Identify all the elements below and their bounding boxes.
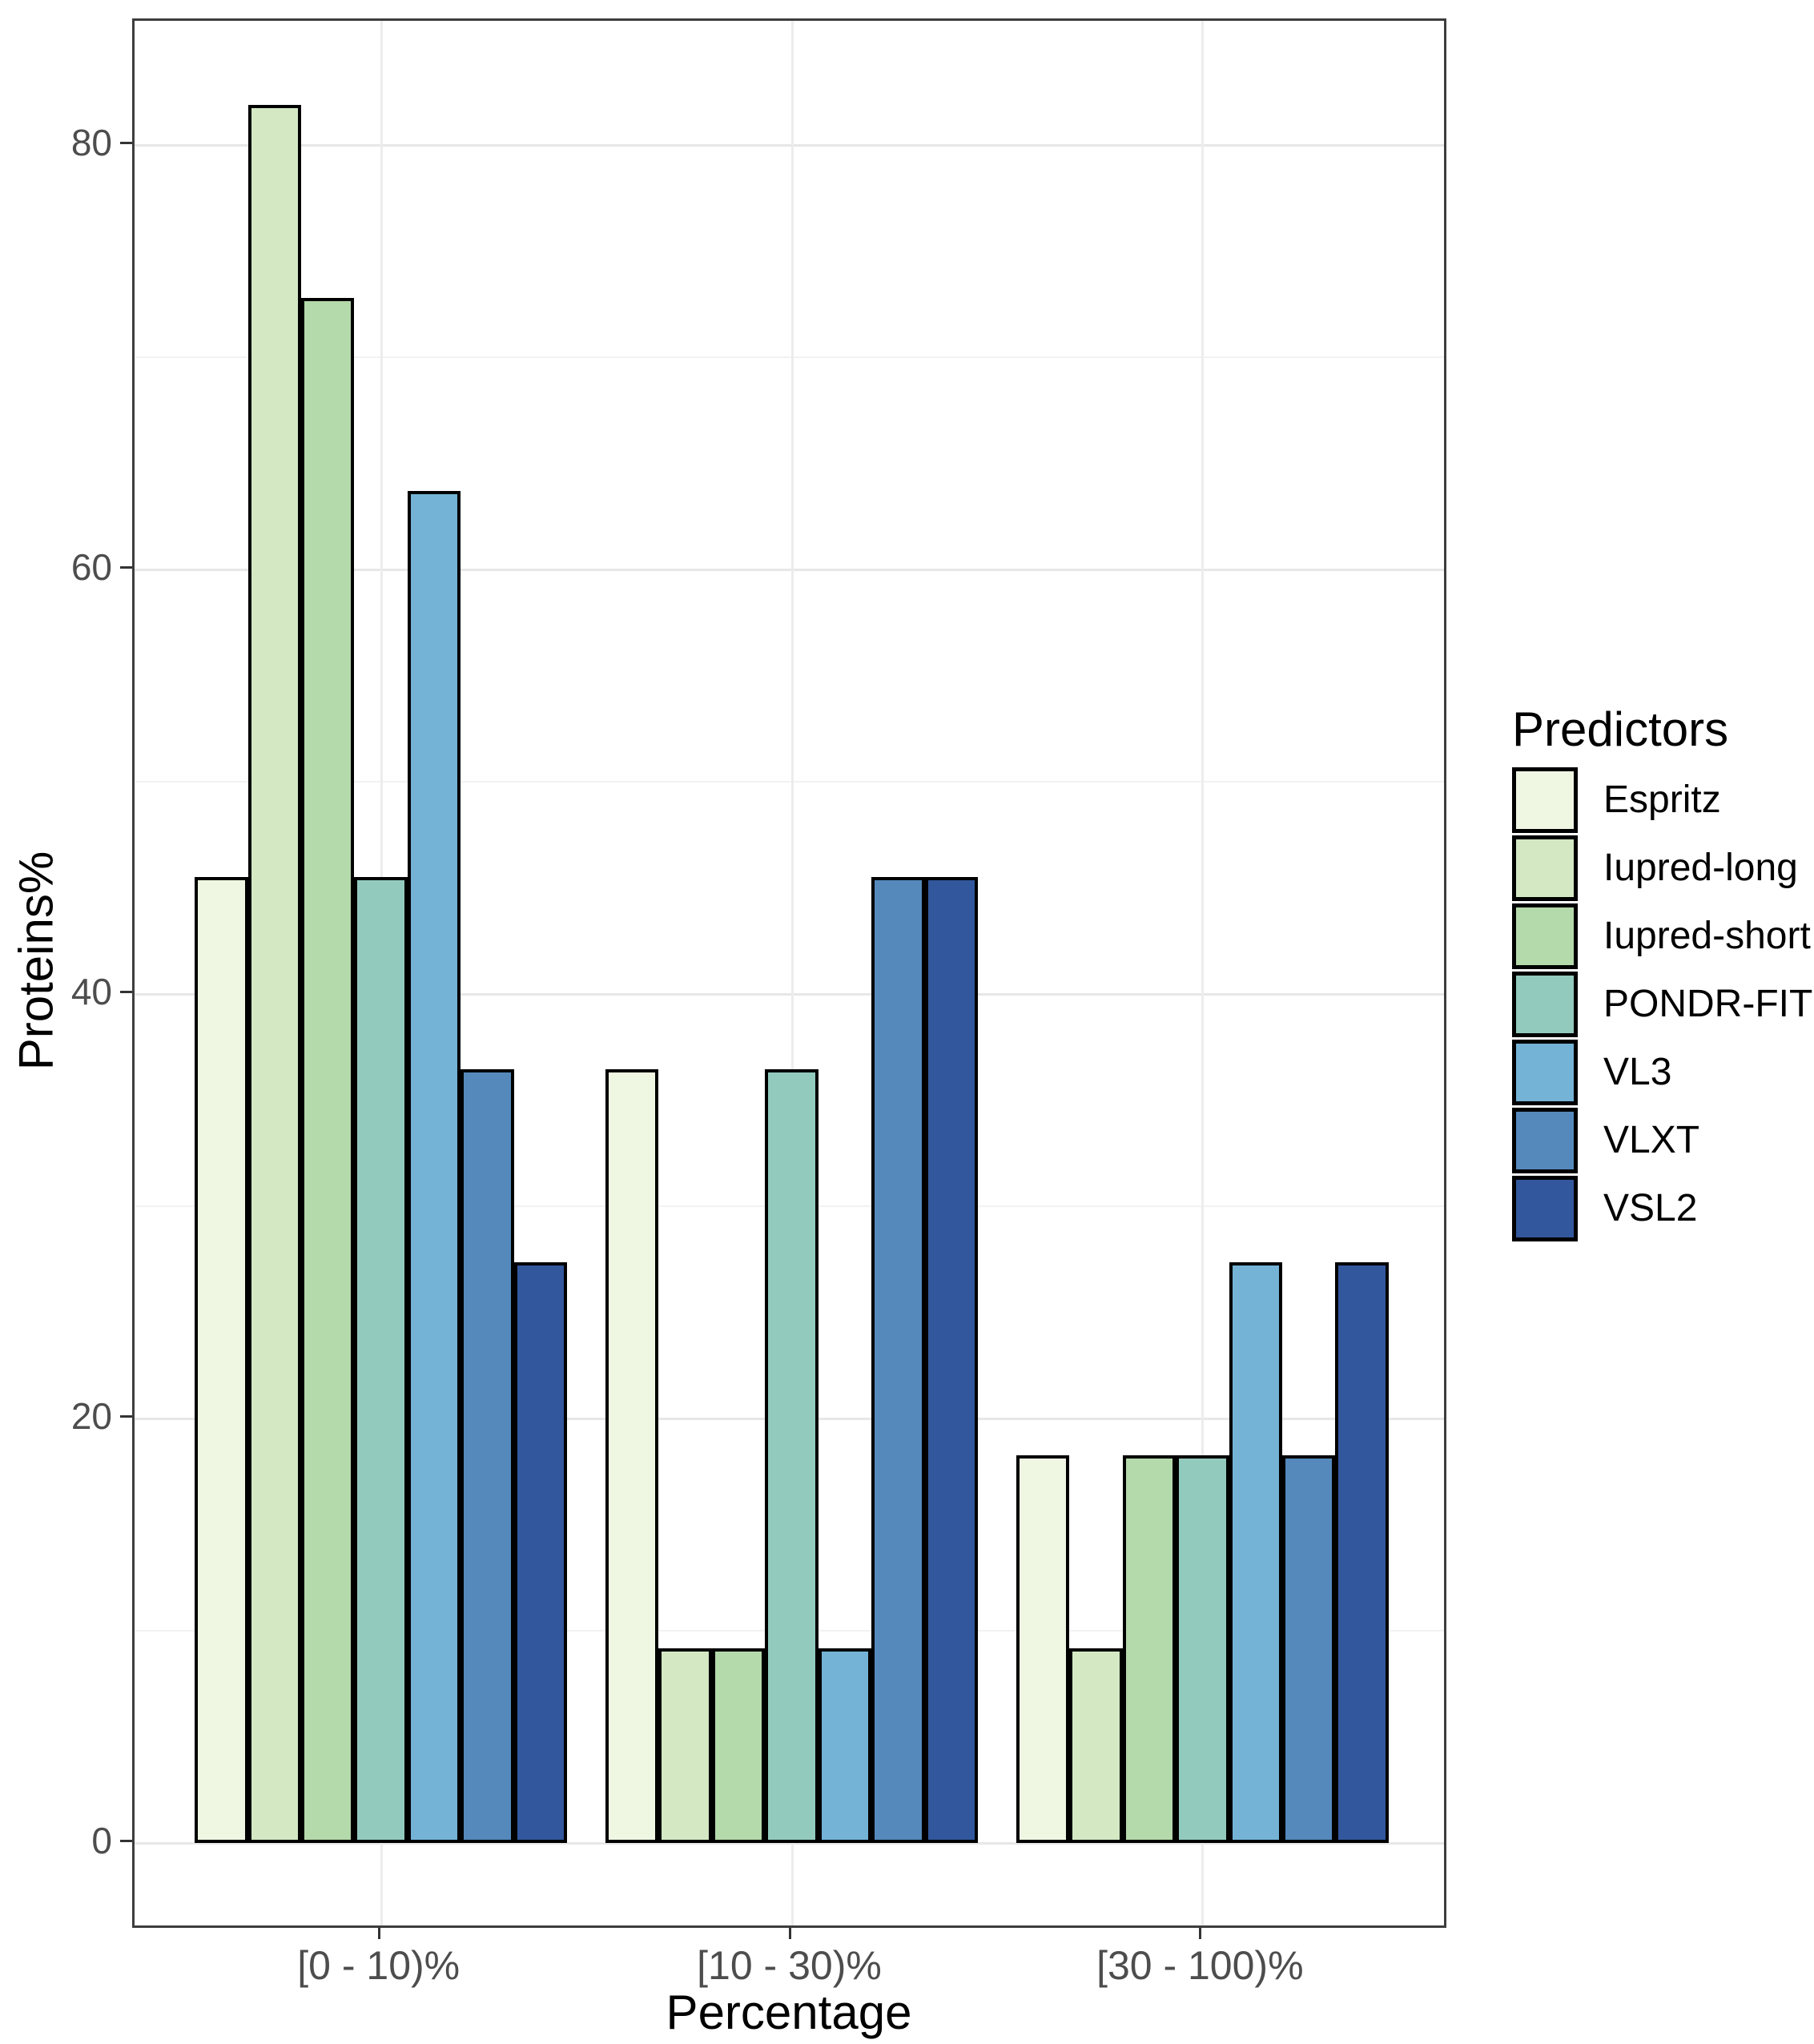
legend-label-pondr-fit: PONDR-FIT [1603, 983, 1813, 1025]
gridline-minor-y-50 [135, 781, 1444, 783]
x-tick-label-2: [10 - 30)% [697, 1943, 882, 1988]
legend-key-pondr-fit [1512, 972, 1578, 1037]
legend-key-vsl2 [1512, 1176, 1578, 1241]
bar-vsl2-group2 [924, 876, 978, 1843]
y-tick-60 [120, 566, 132, 569]
y-tick-20 [120, 1415, 132, 1418]
bar-vlxt-group2 [871, 876, 925, 1843]
gridline-x-3 [1201, 21, 1205, 1925]
legend-key-iupred-long [1512, 835, 1578, 901]
gridline-major-y-0 [135, 1842, 1444, 1845]
bar-espritz-group1 [195, 876, 248, 1843]
bar-pondr-fit-group2 [765, 1069, 819, 1843]
gridline-major-y-40 [135, 993, 1444, 996]
bar-iupred-long-group3 [1069, 1648, 1123, 1843]
bar-vl3-group2 [818, 1648, 872, 1843]
legend-label-iupred-long: Iupred-long [1603, 847, 1798, 889]
plot-panel [132, 18, 1446, 1928]
bar-vl3-group1 [407, 490, 461, 1843]
legend-label-vl3: VL3 [1603, 1051, 1672, 1093]
gridline-minor-y-70 [135, 356, 1444, 358]
bar-vlxt-group3 [1281, 1455, 1336, 1843]
bar-iupred-short-group1 [301, 297, 355, 1843]
bar-iupred-long-group1 [247, 104, 302, 1843]
bar-pondr-fit-group3 [1176, 1455, 1229, 1843]
y-tick-label-40: 40 [70, 971, 112, 1012]
y-tick-0 [120, 1840, 132, 1842]
legend-key-espritz [1512, 767, 1578, 833]
legend-key-vlxt [1512, 1108, 1578, 1173]
gridline-x-2 [790, 21, 794, 1925]
x-tick-2 [788, 1928, 791, 1939]
bar-vl3-group3 [1229, 1262, 1282, 1843]
y-tick-80 [120, 142, 132, 144]
legend-label-espritz: Espritz [1603, 779, 1721, 821]
gridline-major-y-60 [135, 569, 1444, 571]
legend-label-iupred-short: Iupred-short [1603, 915, 1811, 957]
y-tick-label-20: 20 [70, 1395, 112, 1437]
x-axis-title: Percentage [666, 1986, 912, 2039]
bar-vsl2-group1 [513, 1262, 568, 1843]
gridline-major-y-80 [135, 144, 1444, 147]
bar-espritz-group3 [1016, 1455, 1070, 1843]
legend-label-vsl2: VSL2 [1603, 1187, 1698, 1229]
legend-label-vlxt: VLXT [1603, 1119, 1700, 1161]
y-tick-label-80: 80 [70, 122, 112, 163]
y-tick-label-0: 0 [91, 1820, 112, 1861]
legend-key-iupred-short [1512, 903, 1578, 969]
y-tick-label-60: 60 [70, 546, 112, 588]
legend-key-vl3 [1512, 1040, 1578, 1105]
bar-iupred-short-group3 [1122, 1455, 1176, 1843]
bar-vsl2-group3 [1335, 1262, 1389, 1843]
legend-title: Predictors [1512, 702, 1729, 756]
x-tick-1 [377, 1928, 380, 1939]
bar-iupred-long-group2 [658, 1648, 712, 1843]
bar-pondr-fit-group1 [354, 876, 408, 1843]
y-axis-title: Proteins% [9, 851, 63, 1071]
bar-espritz-group2 [605, 1069, 659, 1843]
bar-vlxt-group1 [461, 1069, 514, 1843]
bar-iupred-short-group2 [711, 1648, 766, 1843]
x-tick-label-3: [30 - 100)% [1096, 1943, 1304, 1988]
x-tick-3 [1199, 1928, 1202, 1939]
x-tick-label-1: [0 - 10)% [297, 1943, 461, 1988]
y-tick-40 [120, 991, 132, 993]
